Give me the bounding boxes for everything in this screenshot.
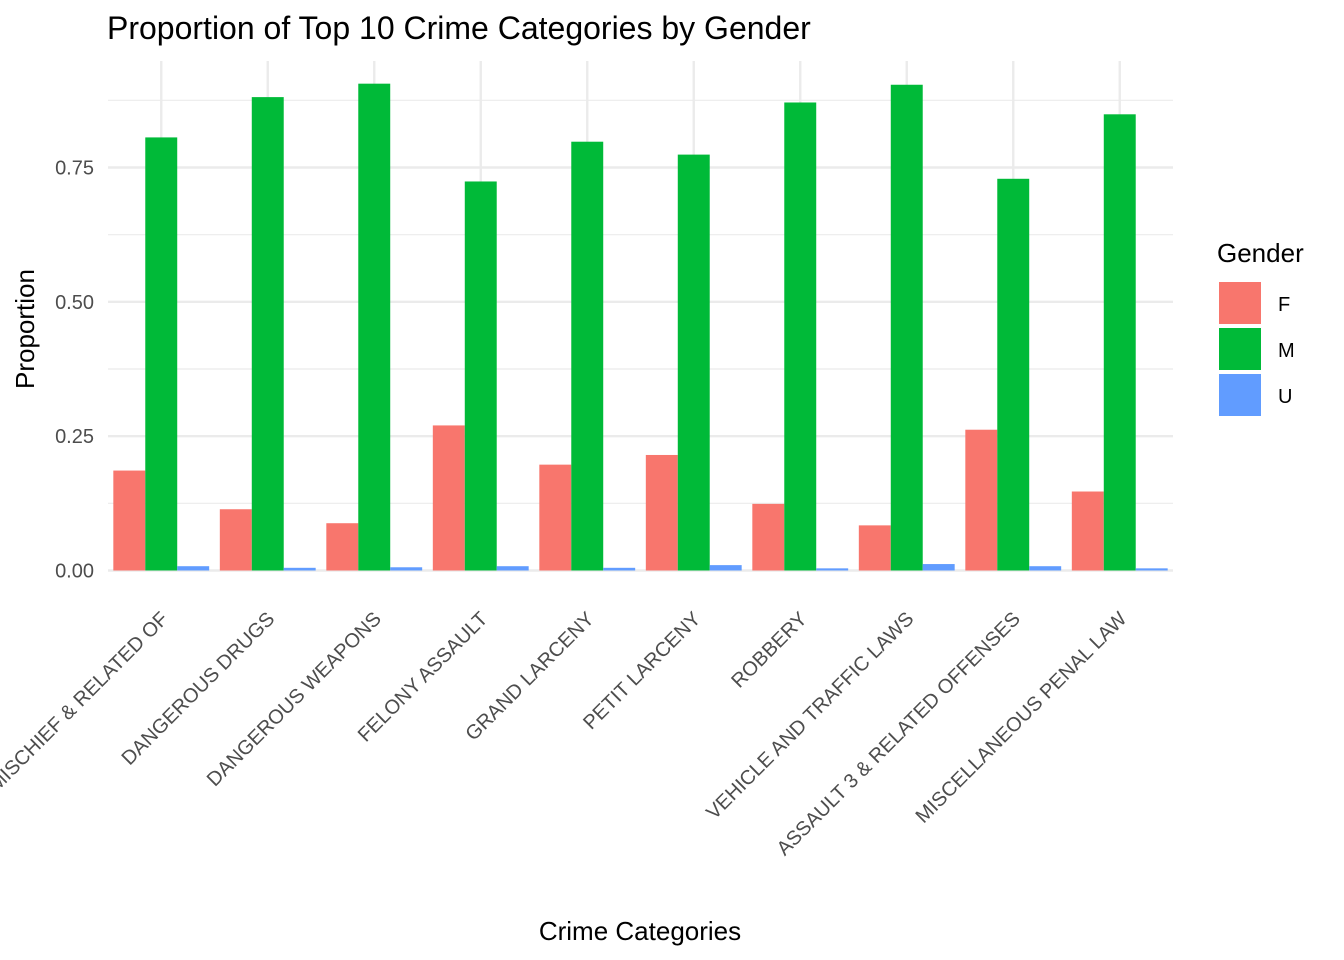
bar-u: [709, 565, 742, 571]
legend-label: F: [1278, 294, 1290, 316]
y-tick-label: 0.50: [55, 292, 94, 314]
bar-f: [539, 464, 572, 571]
bar-f: [219, 509, 252, 571]
bar-f: [113, 470, 146, 571]
x-tick-label: MISCELLANEOUS PENAL LAW: [912, 608, 1132, 828]
bars: [113, 83, 1168, 571]
chart-title: Proportion of Top 10 Crime Categories by…: [107, 10, 811, 46]
bar-m: [251, 97, 284, 571]
legend-key-f: [1219, 282, 1261, 324]
bar-m: [890, 84, 923, 571]
bar-u: [496, 566, 529, 571]
bar-f: [645, 454, 678, 571]
legend-label: M: [1278, 340, 1295, 362]
y-axis-title: Proportion: [10, 269, 40, 389]
x-axis-title: Crime Categories: [539, 916, 741, 946]
bar-u: [816, 568, 849, 571]
x-tick-label: ROBBERY: [727, 608, 811, 692]
y-tick-label: 0.25: [55, 426, 94, 448]
y-tick-label: 0.75: [55, 158, 94, 180]
legend-title: Gender: [1217, 238, 1304, 268]
bar-m: [784, 102, 817, 571]
bar-f: [752, 503, 785, 571]
bar-u: [390, 567, 423, 571]
x-axis-ticks: CRIMINAL MISCHIEF & RELATED OFDANGEROUS …: [0, 608, 1131, 867]
bar-f: [858, 525, 891, 571]
legend: Gender F M U: [1217, 238, 1304, 416]
x-tick-label: VEHICLE AND TRAFFIC LAWS: [702, 608, 918, 824]
bar-f: [1071, 491, 1104, 571]
x-tick-label: ASSAULT 3 & RELATED OFFENSES: [773, 608, 1025, 860]
bar-m: [1103, 114, 1136, 571]
bar-m: [571, 141, 604, 571]
bar-u: [177, 566, 210, 571]
bar-m: [464, 181, 497, 571]
bar-u: [283, 567, 316, 571]
bar-m: [677, 154, 710, 571]
bar-f: [965, 429, 998, 571]
x-tick-label: PETIT LARCENY: [579, 608, 705, 734]
legend-label: U: [1278, 386, 1292, 408]
x-tick-label: DANGEROUS WEAPONS: [203, 608, 386, 791]
bar-f: [432, 425, 465, 571]
bar-m: [145, 137, 178, 571]
y-tick-label: 0.00: [55, 561, 94, 583]
bar-u: [1135, 568, 1168, 571]
bar-u: [1029, 566, 1062, 571]
legend-key-u: [1219, 374, 1261, 416]
y-axis-ticks: 0.00 0.25 0.50 0.75: [55, 158, 94, 583]
bar-u: [922, 564, 955, 571]
bar-m: [997, 178, 1030, 571]
legend-key-m: [1219, 328, 1261, 370]
bar-u: [603, 567, 636, 571]
bar-f: [326, 523, 359, 571]
bar-m: [358, 83, 391, 571]
